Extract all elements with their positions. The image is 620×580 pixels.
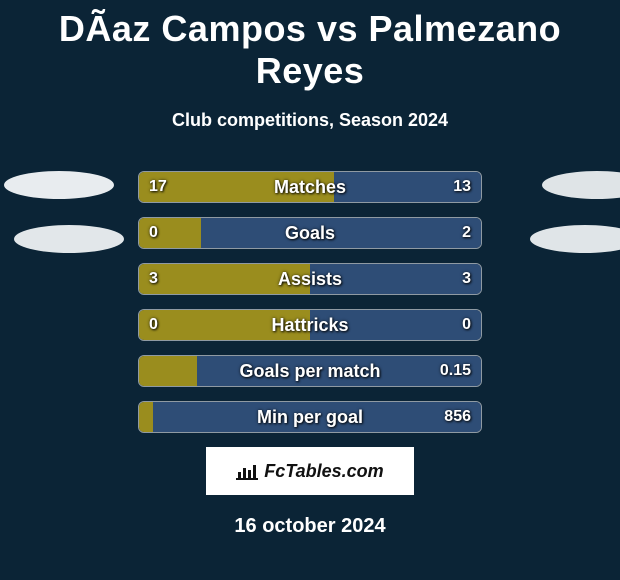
stat-bar-row: 02Goals	[138, 217, 482, 249]
stat-bar-fill-right	[201, 218, 481, 248]
stat-bar-fill-right	[310, 310, 481, 340]
avatar-right-player2	[530, 225, 620, 253]
logo-prefix: Fc	[264, 461, 285, 481]
avatar-left-player1	[4, 171, 114, 199]
stat-value-right: 856	[444, 402, 471, 432]
subtitle: Club competitions, Season 2024	[0, 110, 620, 131]
stat-bar-fill-left	[139, 356, 197, 386]
page-title: DÃ­az Campos vs Palmezano Reyes	[0, 0, 620, 92]
stat-value-right: 0.15	[440, 356, 471, 386]
stat-bar-fill-left	[139, 402, 153, 432]
stat-bar-row: 1713Matches	[138, 171, 482, 203]
comparison-area: 1713Matches02Goals33Assists00Hattricks0.…	[0, 171, 620, 433]
logo-text: FcTables.com	[264, 461, 383, 482]
stat-value-right: 0	[462, 310, 471, 340]
avatar-left-player2	[14, 225, 124, 253]
stat-value-right: 2	[462, 218, 471, 248]
stat-bar-fill-left	[139, 264, 310, 294]
stat-bar-fill-left	[139, 310, 310, 340]
stat-bar-fill-right	[153, 402, 481, 432]
stat-bar-fill-right	[197, 356, 481, 386]
stat-value-left: 0	[149, 218, 158, 248]
stat-bar-fill-right	[310, 264, 481, 294]
stat-value-left: 17	[149, 172, 167, 202]
stat-bar-row: 0.15Goals per match	[138, 355, 482, 387]
stat-value-right: 3	[462, 264, 471, 294]
stat-value-left: 0	[149, 310, 158, 340]
stat-bar-row: 33Assists	[138, 263, 482, 295]
stat-value-right: 13	[453, 172, 471, 202]
stat-bar-row: 00Hattricks	[138, 309, 482, 341]
chart-icon	[236, 462, 258, 480]
stat-bars: 1713Matches02Goals33Assists00Hattricks0.…	[138, 171, 482, 433]
stat-value-left: 3	[149, 264, 158, 294]
stat-bar-row: 856Min per goal	[138, 401, 482, 433]
stat-bar-fill-left	[139, 172, 334, 202]
logo-main: Tables	[285, 461, 341, 481]
date-label: 16 october 2024	[0, 515, 620, 538]
avatar-right-player1	[542, 171, 620, 199]
fctables-logo: FcTables.com	[206, 447, 414, 495]
logo-suffix: .com	[342, 461, 384, 481]
